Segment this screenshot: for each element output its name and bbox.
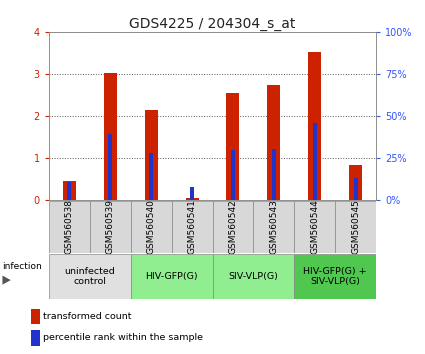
Bar <box>294 201 335 253</box>
Bar <box>253 201 294 253</box>
Bar <box>131 254 212 299</box>
Bar <box>49 201 90 253</box>
Bar <box>31 330 40 346</box>
Bar <box>90 201 131 253</box>
Bar <box>308 52 321 200</box>
Bar <box>354 178 358 200</box>
Text: infection: infection <box>3 262 42 271</box>
Bar <box>231 150 235 200</box>
Title: GDS4225 / 204304_s_at: GDS4225 / 204304_s_at <box>129 17 296 31</box>
Bar <box>108 135 112 200</box>
Bar <box>190 187 194 200</box>
Text: uninfected
control: uninfected control <box>65 267 115 286</box>
Text: GSM560540: GSM560540 <box>147 199 156 255</box>
Text: GSM560544: GSM560544 <box>310 200 319 254</box>
Bar <box>172 201 212 253</box>
Bar <box>67 182 71 200</box>
Bar <box>104 73 117 200</box>
Bar <box>31 309 40 324</box>
Bar <box>63 181 76 200</box>
Bar <box>49 254 131 299</box>
Text: GSM560541: GSM560541 <box>187 199 196 255</box>
Text: GSM560539: GSM560539 <box>106 199 115 255</box>
Polygon shape <box>3 275 11 285</box>
Text: GSM560543: GSM560543 <box>269 199 278 255</box>
Bar <box>212 201 253 253</box>
Bar <box>313 123 317 200</box>
Bar <box>294 254 376 299</box>
Bar <box>185 198 198 200</box>
Bar <box>212 254 294 299</box>
Bar <box>335 201 376 253</box>
Bar <box>144 110 158 200</box>
Text: SIV-VLP(G): SIV-VLP(G) <box>229 272 278 281</box>
Text: HIV-GFP(G) +
SIV-VLP(G): HIV-GFP(G) + SIV-VLP(G) <box>303 267 367 286</box>
Text: GSM560538: GSM560538 <box>65 199 74 255</box>
Text: HIV-GFP(G): HIV-GFP(G) <box>145 272 198 281</box>
Bar <box>267 85 280 200</box>
Bar <box>272 149 276 200</box>
Text: transformed count: transformed count <box>43 312 132 321</box>
Text: GSM560545: GSM560545 <box>351 199 360 255</box>
Bar <box>227 93 240 200</box>
Bar <box>149 153 153 200</box>
Text: GSM560542: GSM560542 <box>229 200 238 254</box>
Text: percentile rank within the sample: percentile rank within the sample <box>43 333 203 342</box>
Bar <box>131 201 172 253</box>
Bar <box>349 165 362 200</box>
